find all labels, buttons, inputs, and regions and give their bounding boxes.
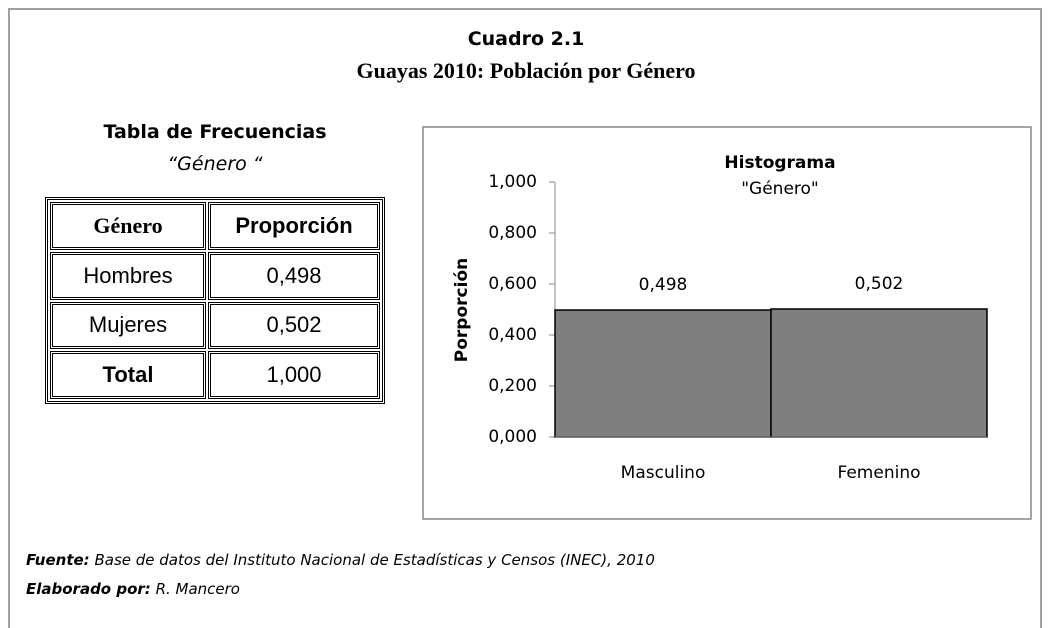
y-tick-label: 1,000 <box>488 172 537 192</box>
cell: 0,498 <box>208 251 380 300</box>
y-tick-label: 0,200 <box>488 376 537 396</box>
cell: 0,502 <box>208 301 380 350</box>
data-label: 0,498 <box>639 275 688 295</box>
chart-frame <box>422 126 1032 520</box>
chart-title: Histograma <box>724 153 835 173</box>
header-cell: Proporción <box>208 202 380 250</box>
author-label: Elaborado por: <box>26 580 151 598</box>
bar <box>554 309 772 438</box>
data-label: 0,502 <box>855 274 904 294</box>
title: Cuadro 2.1 <box>467 28 585 50</box>
author-line: Elaborado por: R. Mancero <box>26 580 240 598</box>
y-tick-label: 0,600 <box>488 274 537 294</box>
y-tick-label: 0,000 <box>488 427 537 447</box>
author: R. Mancero <box>155 580 240 598</box>
y-axis-label: Porporción <box>452 258 472 362</box>
chart: Histograma "Género" Porporción 0,000 0,20… <box>422 126 1032 520</box>
table-title: Tabla de Frecuencias <box>103 121 327 143</box>
chart-subtitle: "Género" <box>741 179 819 199</box>
cell: 1,000 <box>208 351 380 399</box>
cell: Total <box>50 351 206 399</box>
subtitle: Guayas 2010: Población por Género <box>356 58 696 83</box>
x-tick-label: Femenino <box>838 463 921 483</box>
x-tick-label: Masculino <box>621 463 706 483</box>
source: Base de datos del Instituto Nacional de … <box>94 551 655 569</box>
source-label: Fuente: <box>26 551 90 569</box>
cell: Hombres <box>50 251 206 300</box>
table-subtitle: “Género “ <box>167 153 263 175</box>
y-tick-label: 0,800 <box>488 223 537 243</box>
y-tick-label: 0,400 <box>488 325 537 345</box>
frame <box>8 8 1042 628</box>
source-line: Fuente: Base de datos del Instituto Naci… <box>26 551 655 569</box>
bar <box>770 308 988 438</box>
frequency-table: Género Proporción Hombres 0,498 Mujeres 0,… <box>45 197 385 404</box>
cell: Mujeres <box>50 301 206 350</box>
header-cell: Género <box>50 202 206 250</box>
